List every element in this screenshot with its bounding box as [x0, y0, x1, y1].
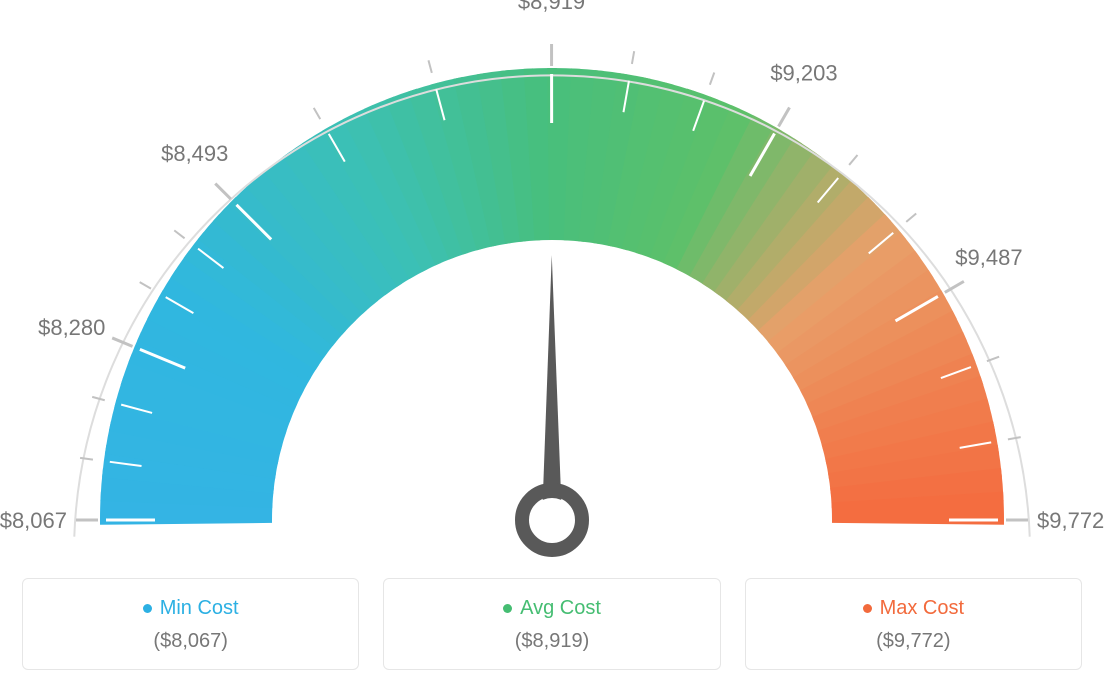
- legend-value-min: ($8,067): [23, 630, 358, 653]
- legend-dot-min: [143, 604, 152, 613]
- gauge-tick-label: $8,067: [0, 508, 67, 533]
- legend-label-min: Min Cost: [160, 597, 239, 620]
- legend-value-max: ($9,772): [746, 630, 1081, 653]
- gauge-tick-label: $9,203: [770, 60, 837, 85]
- gauge-tick-label: $9,772: [1037, 508, 1104, 533]
- legend-card-avg: Avg Cost ($8,919): [383, 578, 720, 670]
- gauge-tick-label: $8,493: [161, 141, 228, 166]
- legend-row: Min Cost ($8,067) Avg Cost ($8,919) Max …: [22, 578, 1082, 670]
- legend-label-max: Max Cost: [880, 597, 964, 620]
- legend-dot-avg: [503, 604, 512, 613]
- gauge-needle: [542, 255, 562, 520]
- legend-card-min: Min Cost ($8,067): [22, 578, 359, 670]
- legend-card-max: Max Cost ($9,772): [745, 578, 1082, 670]
- gauge-tick-label: $9,487: [955, 245, 1022, 270]
- gauge-tick-label: $8,280: [38, 315, 105, 340]
- legend-dot-max: [863, 604, 872, 613]
- gauge-tick-label: $8,919: [518, 0, 585, 14]
- legend-value-avg: ($8,919): [384, 630, 719, 653]
- legend-label-avg: Avg Cost: [520, 597, 601, 620]
- gauge-chart: $8,067 $8,280 $8,493 $8,919 $9,203 $9,487 $9,7…: [0, 0, 1104, 570]
